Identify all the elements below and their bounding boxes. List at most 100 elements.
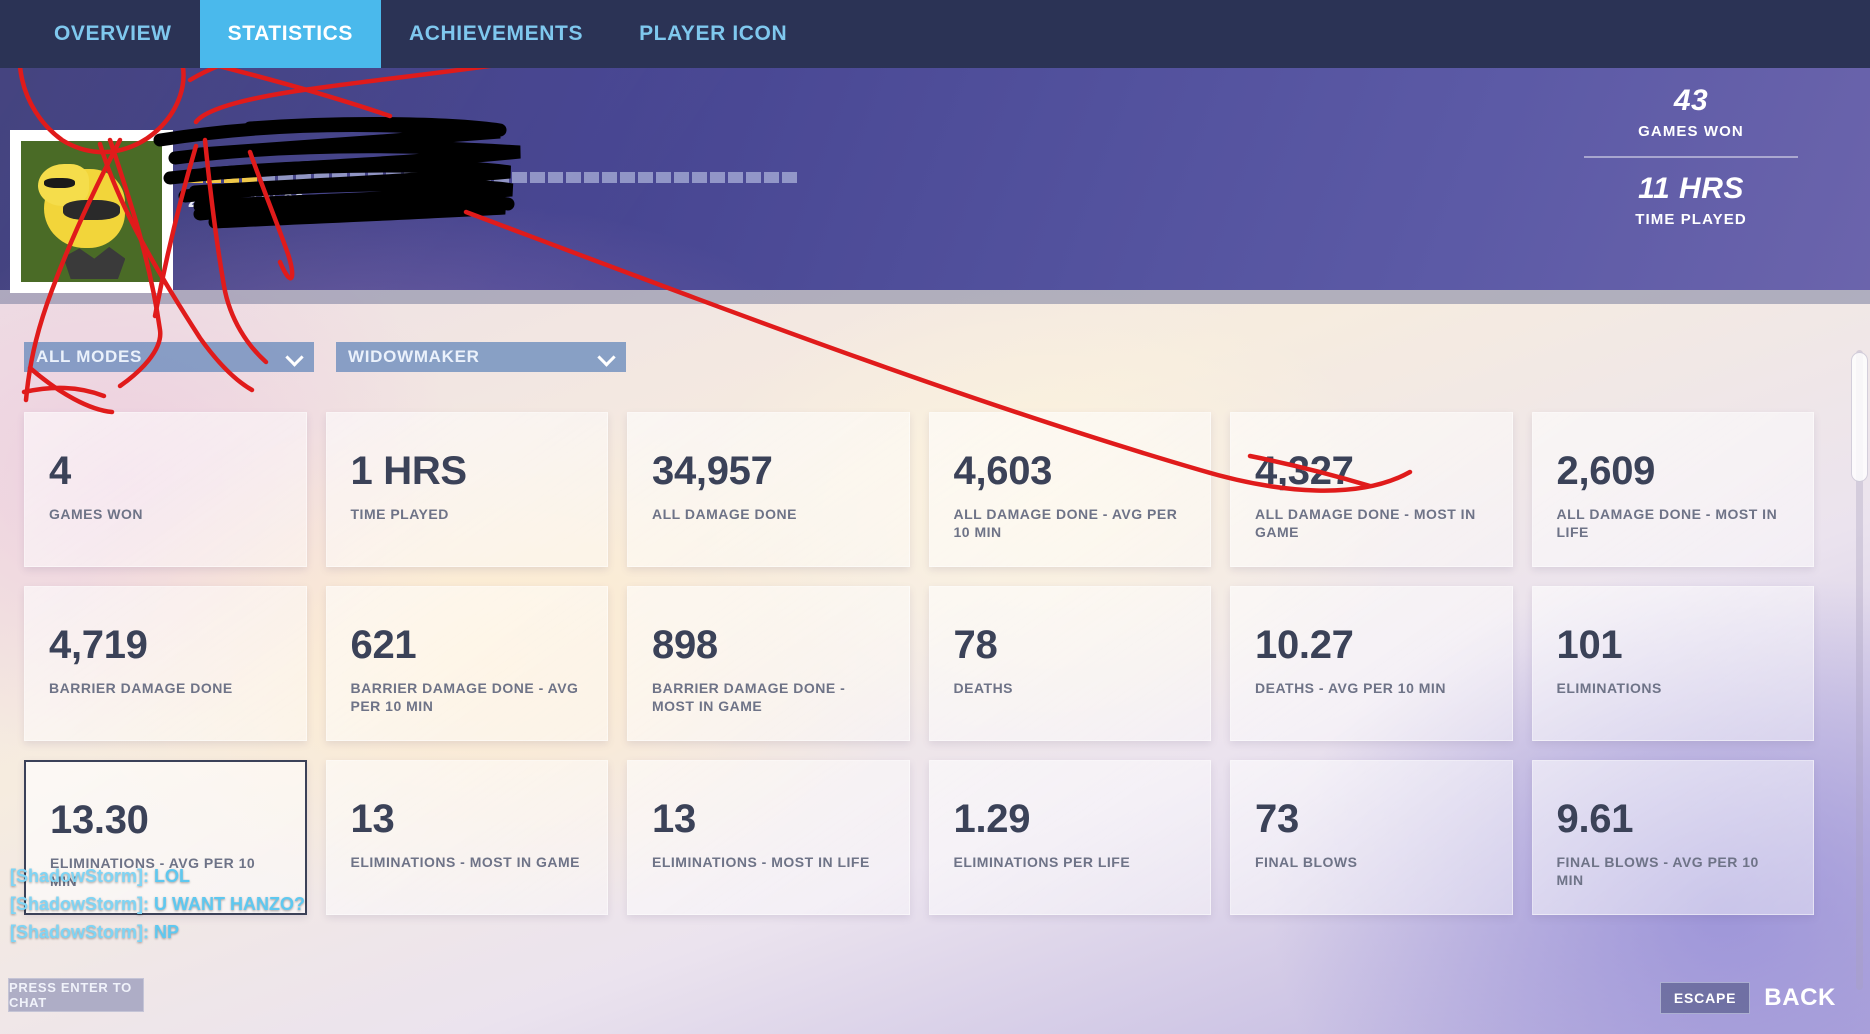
stat-card-label: BARRIER DAMAGE DONE - AVG PER 10 MIN xyxy=(350,680,579,714)
chat-message: [ShadowStorm]: NP xyxy=(10,922,305,943)
stat-card[interactable]: 1 HRS TIME PLAYED xyxy=(325,412,608,567)
xp-segment xyxy=(386,172,401,183)
stat-card[interactable]: 10.27 DEATHS - AVG PER 10 MIN xyxy=(1230,586,1513,741)
chevron-down-icon xyxy=(286,349,302,365)
stat-card-label: DEATHS xyxy=(953,680,1014,696)
stat-card[interactable]: 34,957 ALL DAMAGE DONE xyxy=(627,412,910,567)
stat-card-value: 2,609 xyxy=(1556,449,1656,493)
stat-card[interactable]: 13 ELIMINATIONS - MOST IN GAME xyxy=(325,760,608,915)
hero-games-won-value: 43 xyxy=(1673,84,1709,117)
stat-card[interactable]: 73 FINAL BLOWS xyxy=(1230,760,1513,915)
stat-card-label: BARRIER DAMAGE DONE - MOST IN GAME xyxy=(652,680,846,714)
stat-card-value: 9.61 xyxy=(1556,797,1634,841)
hero-divider-strip xyxy=(0,290,1870,304)
stat-card-value: 13 xyxy=(350,797,395,841)
xp-segment xyxy=(710,172,725,183)
stat-card-label: FINAL BLOWS - AVG PER 10 MIN xyxy=(1556,854,1759,888)
hero-time-played-value: 11 HRS xyxy=(1638,172,1744,205)
xp-segment xyxy=(206,172,221,183)
stat-card[interactable]: 4,603 ALL DAMAGE DONE - AVG PER 10 MIN xyxy=(928,412,1211,567)
avatar-shape-legs xyxy=(63,246,126,280)
stat-card-value: 78 xyxy=(953,623,998,667)
xp-segment xyxy=(332,172,347,183)
stat-card-value: 13.30 xyxy=(50,798,149,842)
chat-message-text: U WANT HANZO? xyxy=(149,894,305,914)
stat-card[interactable]: 4 GAMES WON xyxy=(24,412,307,567)
xp-segment xyxy=(476,172,491,183)
xp-segment xyxy=(404,172,419,183)
stat-card[interactable]: 4,719 BARRIER DAMAGE DONE xyxy=(24,586,307,741)
stat-card-value: 621 xyxy=(350,623,417,667)
xp-progress-bar xyxy=(188,172,797,183)
scrollbar-thumb[interactable] xyxy=(1851,352,1868,482)
xp-segment xyxy=(458,172,473,183)
tab-statistics[interactable]: STATISTICS xyxy=(199,0,381,68)
avatar-shape-wing xyxy=(63,200,120,220)
stat-card-label: ALL DAMAGE DONE - MOST IN LIFE xyxy=(1556,506,1778,540)
stat-card[interactable]: 78 DEATHS xyxy=(928,586,1211,741)
stat-card-label: ALL DAMAGE DONE - AVG PER 10 MIN xyxy=(953,506,1178,540)
xp-segment xyxy=(674,172,689,183)
hero-filter-dropdown[interactable]: WIDOWMAKER xyxy=(336,342,626,372)
stat-card[interactable]: 13.30 ELIMINATIONS - AVG PER 10 MIN xyxy=(24,760,307,915)
back-button-label[interactable]: BACK xyxy=(1764,984,1836,1011)
xp-max: 18500 xyxy=(249,191,305,212)
xp-segment xyxy=(764,172,779,183)
stat-card[interactable]: 101 ELIMINATIONS xyxy=(1531,586,1814,741)
chat-message-author: [ShadowStorm]: xyxy=(10,894,149,914)
xp-segment xyxy=(584,172,599,183)
tab-achievements[interactable]: ACHIEVEMENTS xyxy=(409,22,584,45)
xp-segment xyxy=(728,172,743,183)
stat-card-label: BARRIER DAMAGE DONE xyxy=(49,680,233,696)
mode-filter-value: ALL MODES xyxy=(36,347,143,366)
xp-separator: / xyxy=(232,191,250,212)
mode-filter-dropdown[interactable]: ALL MODES xyxy=(24,342,314,372)
chat-message-author: [ShadowStorm]: xyxy=(10,922,149,942)
bird-avatar-icon xyxy=(21,141,162,282)
hero-stat-divider xyxy=(1584,156,1798,158)
stat-card[interactable]: 621 BARRIER DAMAGE DONE - AVG PER 10 MIN xyxy=(325,586,608,741)
stat-card[interactable]: 2,609 ALL DAMAGE DONE - MOST IN LIFE xyxy=(1531,412,1814,567)
chat-message-author: [ShadowStorm]: xyxy=(10,866,149,886)
chat-input-hint[interactable]: PRESS ENTER TO CHAT xyxy=(8,978,144,1012)
stat-card-label: ELIMINATIONS PER LIFE xyxy=(953,854,1131,870)
xp-progress-text: 2167 / 18500 xyxy=(188,191,797,213)
chat-message: [ShadowStorm]: LOL xyxy=(10,866,305,887)
stat-card-value: 4 xyxy=(49,449,71,493)
stat-card[interactable]: 13 ELIMINATIONS - MOST IN LIFE xyxy=(627,760,910,915)
tab-player-icon[interactable]: PLAYER ICON xyxy=(639,22,788,45)
back-control-group: ESCAPE BACK xyxy=(1659,982,1836,1014)
chat-message-text: NP xyxy=(149,922,180,942)
xp-segment xyxy=(188,172,203,183)
stat-card-label: ELIMINATIONS xyxy=(1556,680,1662,696)
escape-key-badge[interactable]: ESCAPE xyxy=(1659,982,1751,1014)
hero-summary-stats: 43 GAMES WON 11 HRS TIME PLAYED xyxy=(1556,84,1826,228)
scrollbar-track[interactable] xyxy=(1856,350,1863,990)
xp-segment xyxy=(530,172,545,183)
xp-segment xyxy=(296,172,311,183)
stat-card-label: ALL DAMAGE DONE xyxy=(652,506,797,522)
stat-card-value: 4,603 xyxy=(953,449,1053,493)
xp-segment xyxy=(548,172,563,183)
avatar-shape-eye xyxy=(43,177,75,188)
player-avatar-frame[interactable] xyxy=(10,130,173,293)
filter-bar: ALL MODES WIDOWMAKER xyxy=(24,342,626,372)
profile-info: 2167 / 18500 xyxy=(188,128,797,213)
stat-card[interactable]: 898 BARRIER DAMAGE DONE - MOST IN GAME xyxy=(627,586,910,741)
tab-overview[interactable]: OVERVIEW xyxy=(54,22,172,45)
stat-card[interactable]: 9.61 FINAL BLOWS - AVG PER 10 MIN xyxy=(1531,760,1814,915)
stat-card-label: DEATHS - AVG PER 10 MIN xyxy=(1255,680,1446,696)
xp-segment xyxy=(692,172,707,183)
stat-card[interactable]: 1.29 ELIMINATIONS PER LIFE xyxy=(928,760,1211,915)
xp-segment xyxy=(350,172,365,183)
stat-card-label: ELIMINATIONS - MOST IN GAME xyxy=(350,854,580,870)
xp-segment xyxy=(368,172,383,183)
stat-card-value: 101 xyxy=(1556,623,1623,667)
stat-card[interactable]: 4,327 ALL DAMAGE DONE - MOST IN GAME xyxy=(1230,412,1513,567)
stat-card-label: TIME PLAYED xyxy=(350,506,449,522)
xp-segment xyxy=(242,172,257,183)
xp-segment xyxy=(260,172,275,183)
hero-time-played-label: TIME PLAYED xyxy=(1635,211,1747,228)
stat-card-label: ELIMINATIONS - MOST IN LIFE xyxy=(652,854,870,870)
